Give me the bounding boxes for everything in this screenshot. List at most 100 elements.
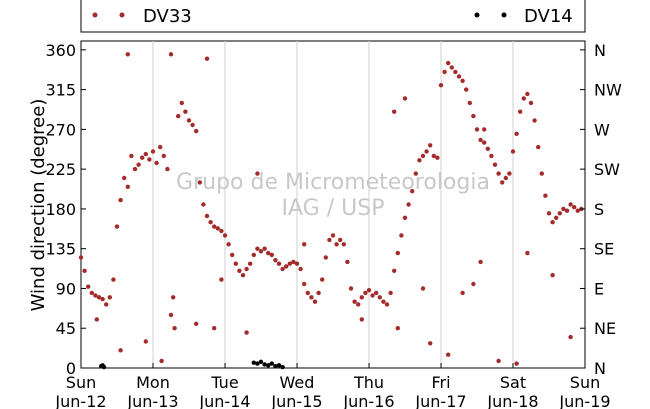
- right-tick-label-3: SE: [594, 240, 614, 259]
- point-dv33-5: [96, 295, 102, 300]
- x-tick-day-4: Thu: [353, 373, 384, 392]
- point-dv33-9: [111, 277, 116, 282]
- right-tick-label-4: S: [594, 200, 604, 219]
- point-dv33-70: [330, 233, 336, 238]
- watermark: Grupo de Micrometeorologia IAG / USP: [176, 170, 490, 221]
- point-dv33-38: [215, 226, 220, 231]
- x-tick-day-5: Fri: [431, 373, 450, 392]
- point-dv33-55: [276, 261, 282, 266]
- point-dv33-147: [219, 277, 224, 282]
- point-dv33-79: [363, 290, 368, 296]
- x-tick-day-0: Sun: [66, 373, 96, 392]
- x-tick-date-0: Jun-12: [54, 392, 106, 409]
- point-dv33-85: [384, 302, 390, 307]
- point-dv33-155: [446, 352, 451, 357]
- point-dv33-168: [402, 96, 408, 101]
- right-tick-label-5: SW: [594, 160, 620, 179]
- right-tick-label-6: W: [594, 120, 610, 139]
- point-dv33-71: [334, 242, 339, 247]
- point-dv33-94: [417, 158, 422, 163]
- legend-label-dv33: DV33: [143, 6, 192, 27]
- point-dv33-66: [316, 290, 321, 296]
- point-dv33-28: [179, 100, 184, 106]
- y-tick-label-5: 225: [45, 160, 76, 179]
- point-dv33-128: [539, 171, 544, 176]
- point-dv33-99: [435, 155, 440, 160]
- point-dv33-27: [176, 113, 181, 119]
- point-dv33-165: [168, 52, 174, 57]
- point-dv33-140: [94, 317, 100, 322]
- point-dv33-95: [420, 153, 426, 159]
- x-tick-date-3: Jun-15: [270, 392, 322, 409]
- point-dv33-68: [323, 255, 328, 260]
- point-dv33-90: [402, 215, 408, 220]
- point-dv33-60: [294, 261, 300, 266]
- legend: DV33 DV14: [80, 0, 586, 33]
- point-dv33-77: [356, 302, 361, 307]
- point-dv33-19: [147, 157, 152, 162]
- point-dv33-13: [125, 184, 130, 189]
- point-dv33-43: [233, 261, 238, 266]
- point-dv14-8: [269, 361, 274, 366]
- point-dv33-26: [172, 326, 177, 331]
- point-dv33-10: [114, 224, 120, 229]
- point-dv33-110: [474, 127, 480, 132]
- x-tick-date-6: Jun-18: [486, 392, 538, 409]
- right-tick-label-2: E: [594, 279, 604, 298]
- point-dv33-44: [237, 268, 242, 273]
- point-dv33-14: [129, 153, 134, 159]
- y-tick-label-4: 180: [45, 200, 76, 219]
- point-dv33-17: [140, 155, 145, 160]
- legend-marker-dv33-a: [92, 12, 98, 18]
- point-dv33-118: [503, 175, 508, 181]
- point-dv33-133: [557, 211, 562, 216]
- point-dv33-138: [575, 208, 580, 213]
- point-dv33-41: [226, 242, 231, 247]
- x-tick-day-1: Mon: [136, 373, 170, 392]
- point-dv14-10: [276, 363, 282, 368]
- point-dv33-87: [392, 268, 397, 273]
- point-dv33-62: [302, 281, 307, 287]
- point-dv33-117: [500, 180, 505, 185]
- point-dv33-40: [222, 233, 228, 238]
- right-tick-label-7: NW: [594, 81, 622, 100]
- point-dv33-163: [568, 334, 573, 340]
- point-dv33-119: [507, 171, 512, 176]
- plot-frame: [80, 40, 586, 369]
- point-dv33-105: [456, 74, 462, 79]
- point-dv33-148: [244, 330, 249, 335]
- y-tick-label-1: 45: [56, 319, 76, 338]
- point-dv33-100: [438, 83, 444, 88]
- point-dv33-92: [410, 189, 415, 194]
- point-dv33-8: [107, 295, 113, 300]
- point-dv33-25: [168, 312, 174, 318]
- point-dv33-97: [428, 143, 433, 148]
- point-dv33-16: [136, 162, 141, 167]
- grid: [152, 41, 514, 368]
- point-dv33-150: [302, 242, 307, 247]
- point-dv33-142: [143, 339, 148, 344]
- y-axis-label: Wind direction (degree): [28, 99, 49, 312]
- point-dv33-158: [478, 259, 483, 265]
- point-dv33-59: [291, 259, 296, 265]
- point-dv33-32: [194, 128, 199, 134]
- y-tick-label-2: 90: [56, 279, 76, 298]
- point-dv33-33: [197, 180, 202, 185]
- point-dv33-160: [514, 361, 519, 366]
- watermark-line2: IAG / USP: [282, 196, 385, 221]
- y-axis-left: 0 45 90 135 180 225 270 315 360: [45, 41, 86, 378]
- point-dv33-93: [413, 171, 418, 176]
- point-dv33-69: [327, 237, 332, 243]
- point-dv33-120: [510, 149, 516, 154]
- point-dv33-78: [359, 295, 364, 300]
- point-dv33-98: [431, 153, 436, 159]
- point-dv33-24: [165, 166, 170, 172]
- legend-marker-dv33-b: [119, 12, 125, 18]
- point-dv33-83: [377, 295, 382, 300]
- point-dv33-53: [269, 252, 274, 258]
- point-dv33-45: [240, 273, 246, 278]
- x-tick-date-1: Jun-13: [126, 392, 178, 409]
- point-dv33-51: [262, 246, 267, 251]
- point-dv33-72: [338, 237, 343, 243]
- point-dv33-82: [374, 290, 379, 296]
